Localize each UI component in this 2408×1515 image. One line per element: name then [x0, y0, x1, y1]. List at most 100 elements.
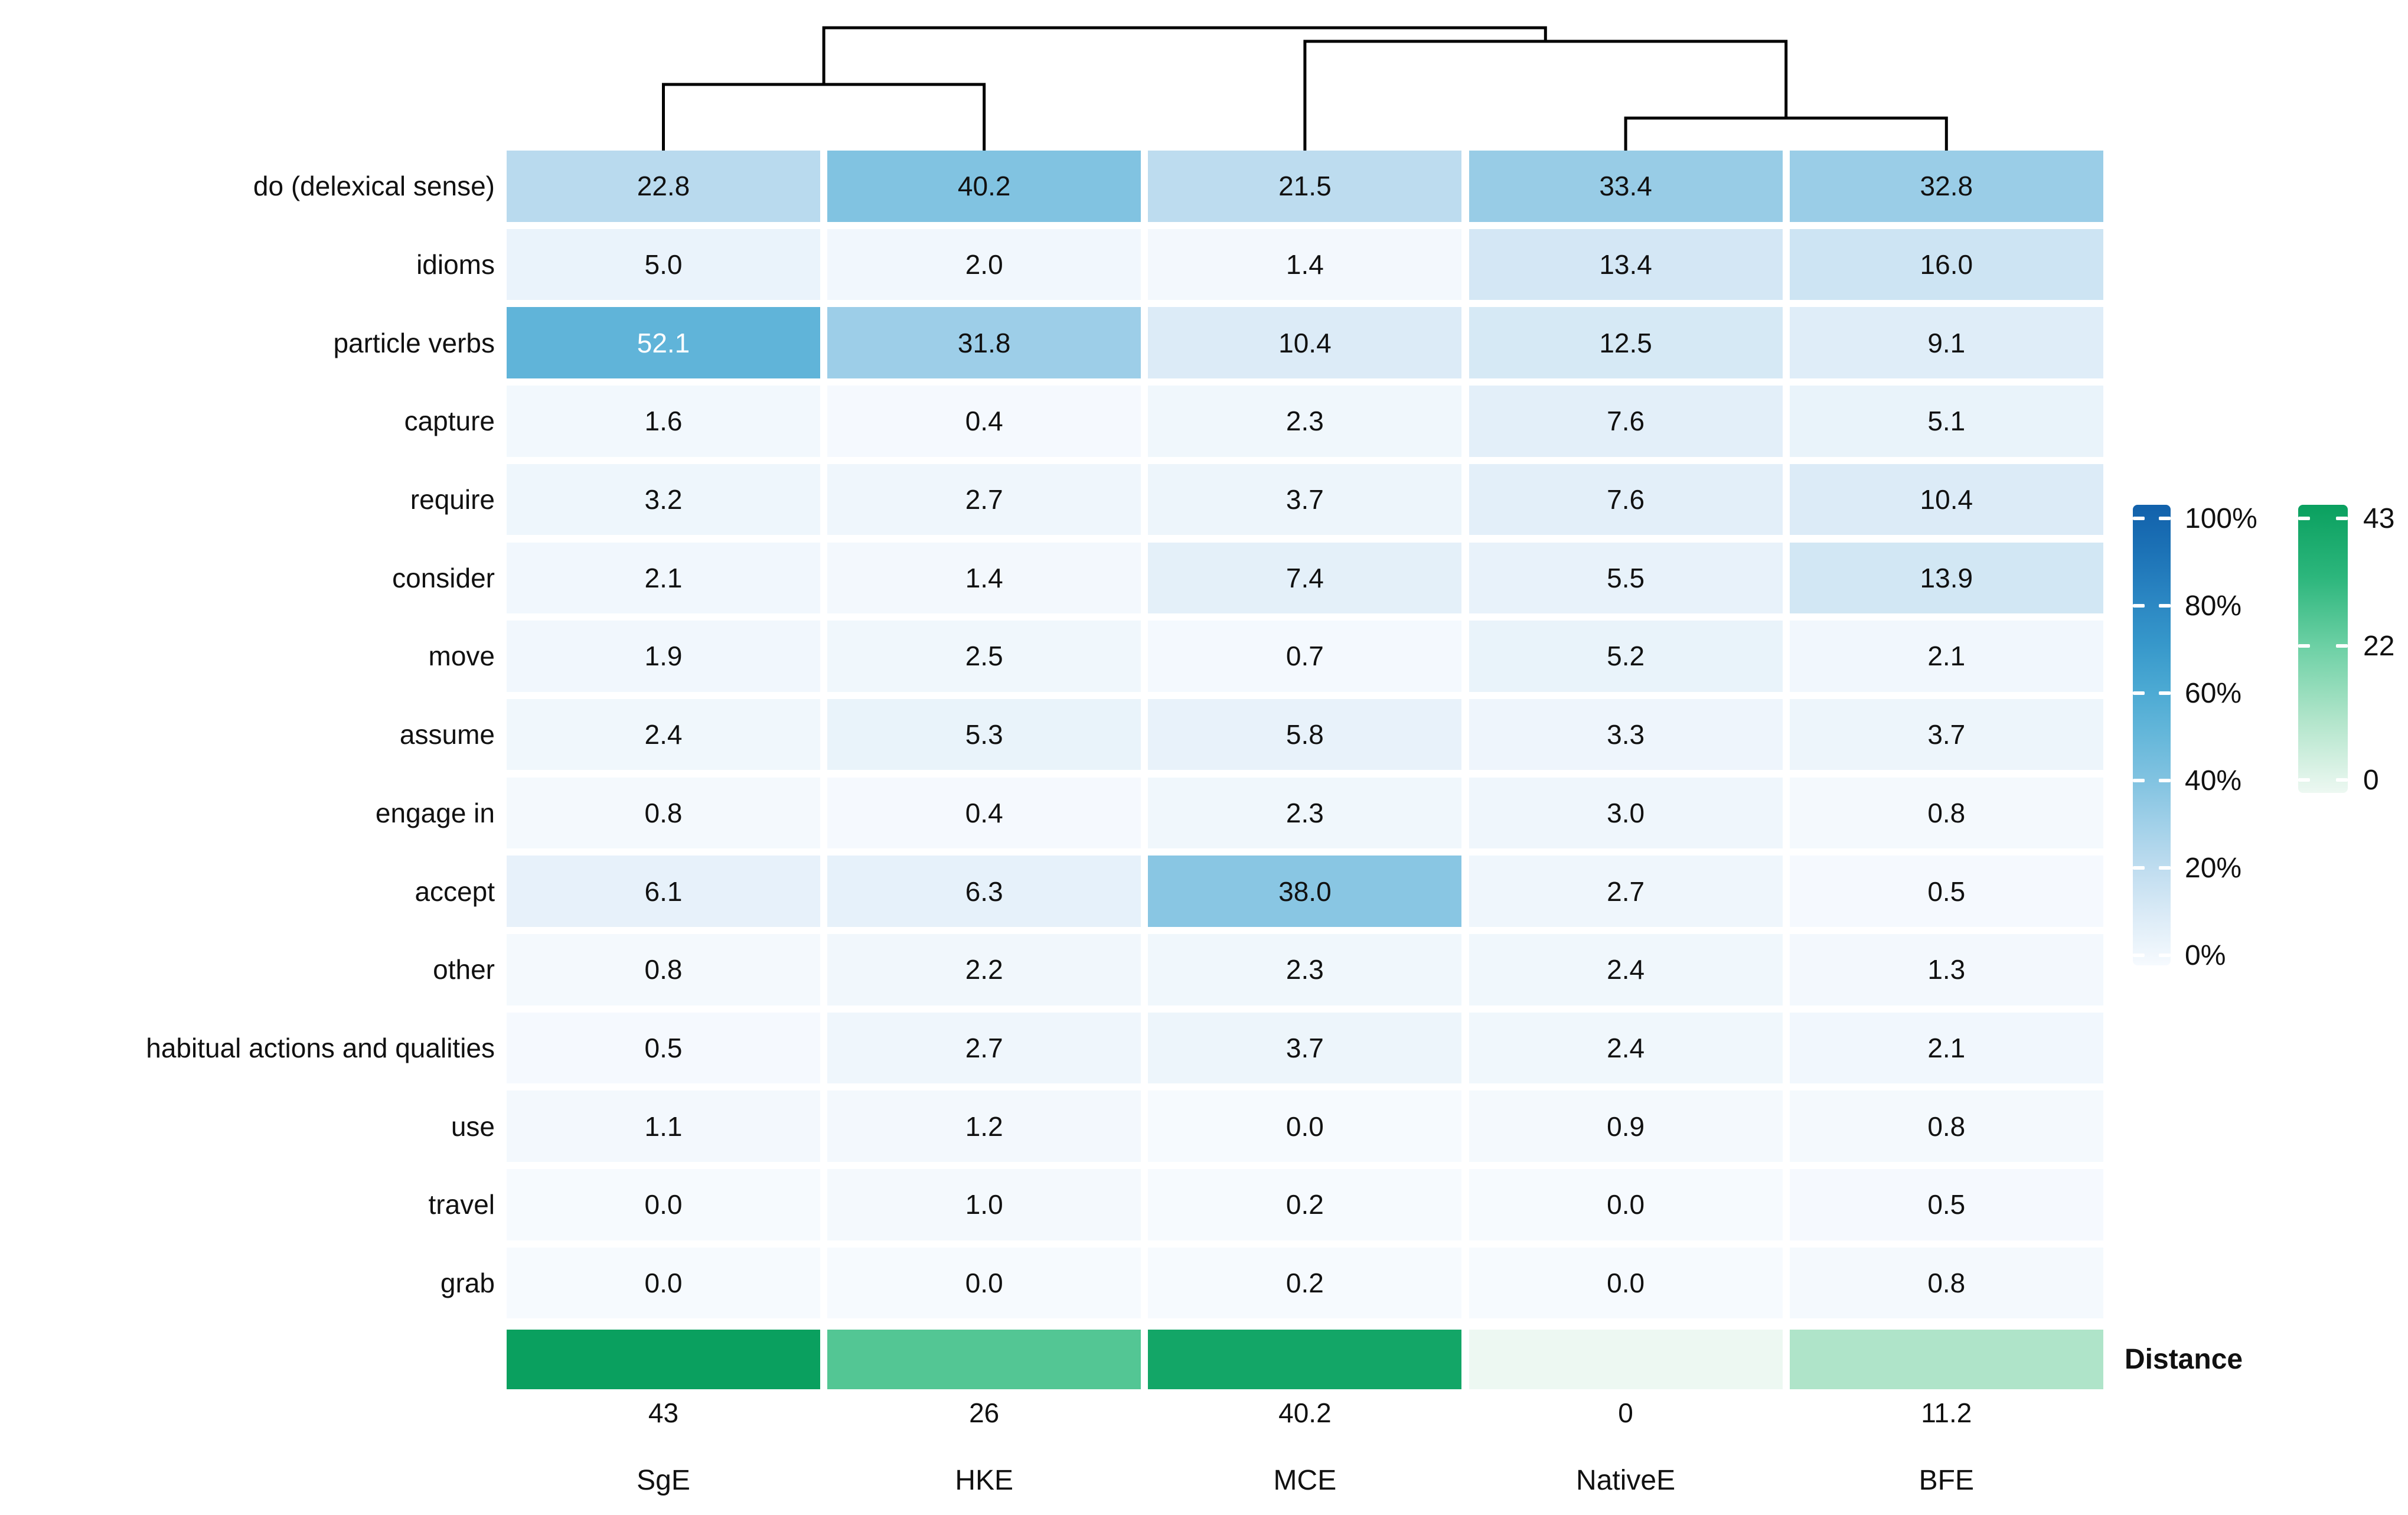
legend-percent-tick-dash [2133, 604, 2145, 608]
distance-row-label: Distance [2125, 1344, 2243, 1375]
heatmap-cell: 3.7 [1148, 463, 1462, 536]
heatmap-cell: 0.5 [1789, 1169, 2103, 1240]
heatmap-cell: 21.5 [1148, 151, 1462, 222]
column-label-sge: SgE [637, 1464, 690, 1496]
legend-distance-tick-dash [2298, 778, 2310, 782]
distance-cell [507, 1330, 820, 1389]
heatmap-cell: 33.4 [1469, 151, 1783, 222]
heatmap-cell: 3.7 [1148, 1012, 1462, 1084]
heatmap-cell: 2.3 [1148, 934, 1462, 1005]
column-label-nativee: NativeE [1576, 1464, 1676, 1496]
legend-distance-tick-label: 22 [2363, 630, 2395, 662]
heatmap-cell: 7.6 [1469, 386, 1783, 457]
heatmap-cell: 0.5 [507, 1012, 820, 1084]
legend-distance-tick-dash [2336, 644, 2348, 648]
heatmap-cell: 1.4 [827, 542, 1141, 613]
heatmap-cell: 0.2 [1148, 1247, 1462, 1319]
legend-distance-tick-label: 0 [2363, 764, 2379, 796]
legend-percent-tick-dash [2159, 604, 2171, 608]
legend-percent-tick-dash [2133, 691, 2145, 695]
heatmap-cell: 0.7 [1148, 621, 1462, 692]
legend-percent-tick-label: 0% [2185, 939, 2226, 971]
heatmap-cell: 2.1 [1789, 621, 2103, 692]
heatmap-cell: 2.3 [1148, 386, 1462, 457]
heatmap-cell: 0.4 [827, 777, 1141, 849]
row-label: capture [404, 406, 495, 437]
heatmap-cell: 0.4 [827, 386, 1141, 457]
column-label-mce: MCE [1273, 1464, 1337, 1496]
heatmap-cell: 1.2 [827, 1090, 1141, 1162]
heatmap-cell: 5.3 [827, 698, 1141, 770]
heatmap-cell: 5.0 [507, 228, 820, 301]
heatmap-cell: 2.7 [827, 463, 1141, 536]
heatmap-cell: 2.3 [1148, 777, 1462, 849]
heatmap-cell: 0.0 [827, 1247, 1141, 1319]
legend-distance-tick-dash [2298, 644, 2310, 648]
heatmap-cell: 0.0 [507, 1169, 820, 1240]
heatmap-cell: 52.1 [507, 307, 820, 378]
heatmap-cell: 2.4 [1469, 1012, 1783, 1084]
heatmap-cell: 2.7 [827, 1012, 1141, 1084]
heatmap-cell: 2.0 [827, 228, 1141, 301]
heatmap-cell: 3.2 [507, 463, 820, 536]
legend-distance-tick-dash [2298, 517, 2310, 520]
heatmap-cell: 22.8 [507, 151, 820, 222]
heatmap-cell: 0.0 [1148, 1090, 1462, 1162]
row-label: do (delexical sense) [253, 171, 495, 202]
legend-distance-tick-label: 43 [2363, 502, 2395, 534]
heatmap-cell: 1.6 [507, 386, 820, 457]
row-label: move [428, 641, 495, 672]
legend-percent-colorbar [2133, 505, 2171, 965]
row-label: particle verbs [333, 327, 495, 358]
legend-percent-tick-dash [2159, 779, 2171, 782]
column-label-hke: HKE [955, 1464, 1014, 1496]
distance-cell [827, 1330, 1141, 1389]
distance-cell [1469, 1330, 1783, 1389]
legend-distance-colorbar [2298, 505, 2348, 793]
heatmap-cell: 7.6 [1469, 463, 1783, 536]
dendrogram-branches [662, 26, 1948, 151]
heatmap-cell: 3.7 [1789, 698, 2103, 770]
heatmap-cell: 3.0 [1469, 777, 1783, 849]
legend-percent-tick-label: 100% [2185, 502, 2257, 534]
heatmap-cell: 10.4 [1148, 307, 1462, 378]
distance-value: 0 [1618, 1398, 1633, 1428]
row-label: engage in [375, 797, 495, 828]
column-label-bfe: BFE [1918, 1464, 1974, 1496]
heatmap-cell: 12.5 [1469, 307, 1783, 378]
heatmap-cell: 0.0 [1469, 1169, 1783, 1240]
heatmap-cell: 0.0 [507, 1247, 820, 1319]
heatmap-cell: 9.1 [1789, 307, 2103, 378]
row-label: travel [428, 1189, 495, 1220]
row-label: assume [399, 719, 495, 750]
heatmap-cell: 1.0 [827, 1169, 1141, 1240]
row-label: accept [415, 876, 495, 907]
legend-distance-tick-dash [2336, 517, 2348, 520]
row-label: other [433, 954, 495, 985]
row-label: idioms [416, 249, 495, 280]
legend-percent-tick-label: 60% [2185, 677, 2242, 709]
legend-percent-tick-label: 80% [2185, 590, 2242, 622]
row-label: grab [440, 1268, 495, 1299]
heatmap-cell: 3.3 [1469, 698, 1783, 770]
heatmap-cell: 1.1 [507, 1090, 820, 1162]
heatmap-cell: 5.5 [1469, 542, 1783, 613]
heatmap-cell: 7.4 [1148, 542, 1462, 613]
heatmap-cell: 32.8 [1789, 151, 2103, 222]
heatmap-cell: 1.3 [1789, 934, 2103, 1005]
legend-percent-tick-dash [2133, 517, 2145, 520]
heatmap-cell: 16.0 [1789, 228, 2103, 301]
legend-percent-tick-dash [2159, 954, 2171, 957]
heatmap-cell: 0.8 [1789, 777, 2103, 849]
heatmap-cell: 2.4 [507, 698, 820, 770]
heatmap-cell: 2.1 [507, 542, 820, 613]
distance-value: 40.2 [1278, 1398, 1332, 1428]
distance-value: 43 [648, 1398, 679, 1428]
heatmap-cell: 5.2 [1469, 621, 1783, 692]
heatmap-cell: 13.9 [1789, 542, 2103, 613]
heatmap-cell: 2.2 [827, 934, 1141, 1005]
legend-percent-tick-dash [2133, 866, 2145, 870]
legend-distance-tick-dash [2336, 778, 2348, 782]
heatmap-cell: 13.4 [1469, 228, 1783, 301]
